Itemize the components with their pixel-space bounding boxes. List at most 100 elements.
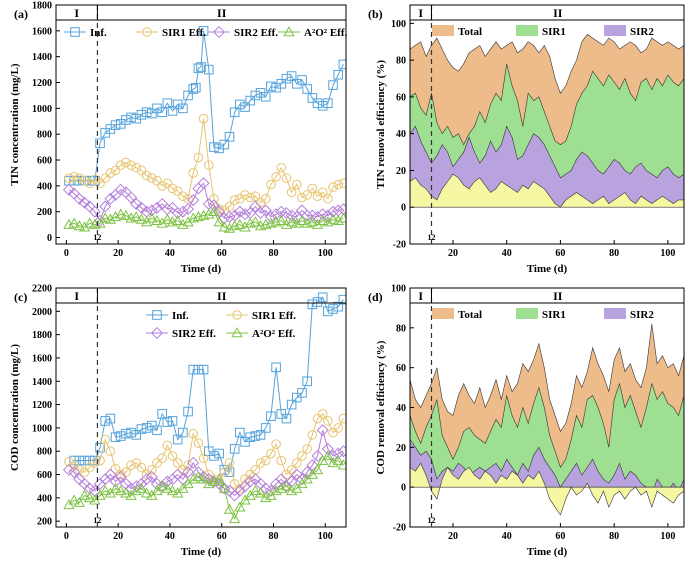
data-point-sir2-eff- <box>197 177 210 190</box>
data-point-inf- <box>79 455 90 466</box>
x-tick-label: 100 <box>318 248 333 259</box>
data-point-sir2-eff- <box>301 209 314 222</box>
data-point-inf- <box>198 26 209 36</box>
data-point-sir2-eff- <box>244 475 257 488</box>
data-point-a-o-eff- <box>99 212 111 223</box>
data-point-sir1-eff- <box>115 160 126 170</box>
x-tick-label: 0 <box>64 531 69 542</box>
data-point-sir1-eff- <box>126 460 136 471</box>
data-point-inf- <box>136 424 147 434</box>
data-point-sir1-eff- <box>302 444 312 454</box>
data-point-sir1-eff- <box>79 175 90 186</box>
data-point-inf- <box>115 431 126 441</box>
data-point-sir1-eff- <box>266 448 276 459</box>
y-tick-label: -20 <box>393 523 406 534</box>
data-point-inf- <box>121 428 131 439</box>
data-point-sir2-eff- <box>218 212 231 225</box>
data-point-inf- <box>157 409 167 419</box>
data-point-sir1-eff- <box>167 451 178 461</box>
y-tick-label: 200 <box>37 207 52 218</box>
data-point-sir1-eff- <box>95 178 105 189</box>
data-point-sir2-eff- <box>182 466 195 479</box>
data-point-inf- <box>297 75 307 85</box>
data-point-inf- <box>203 64 214 75</box>
data-point-a-o-eff- <box>213 473 225 484</box>
y-tick-label: 1400 <box>32 52 52 63</box>
legend-marker-sir1-eff- <box>232 310 242 320</box>
data-point-sir1-eff- <box>323 416 333 426</box>
data-point-inf- <box>188 84 199 94</box>
data-point-sir2-eff- <box>171 206 184 220</box>
data-point-sir1-eff- <box>317 187 328 198</box>
data-point-inf- <box>266 411 276 422</box>
legend-label-inf-: Inf. <box>90 27 107 39</box>
data-point-sir1-eff- <box>147 465 157 475</box>
panel-label: (d) <box>368 290 383 304</box>
data-point-a-o-eff- <box>203 478 215 489</box>
x-axis-label: Time (d) <box>181 263 222 275</box>
data-point-sir2-eff- <box>280 480 293 493</box>
data-point-a-o-eff- <box>104 213 117 224</box>
data-point-sir1-eff- <box>110 463 121 474</box>
data-point-sir1-eff- <box>286 187 297 198</box>
data-point-inf- <box>286 399 297 410</box>
data-point-sir1-eff- <box>307 430 318 440</box>
y-tick-label: 600 <box>37 156 52 167</box>
legend-label-total: Total <box>458 26 482 38</box>
data-point-inf- <box>121 115 131 125</box>
data-point-inf- <box>162 417 173 427</box>
data-point-inf- <box>214 448 224 459</box>
data-point-a-o-eff- <box>130 485 142 496</box>
data-point-a-o-eff- <box>192 471 205 482</box>
data-point-sir1-eff- <box>64 456 74 467</box>
x-tick-label: 40 <box>502 531 512 542</box>
data-point-inf- <box>141 423 152 433</box>
data-point-a-o-eff- <box>249 485 262 496</box>
data-point-sir2-eff- <box>156 480 169 493</box>
data-point-a-o-eff- <box>275 482 287 493</box>
data-point-inf- <box>250 431 261 441</box>
data-point-inf- <box>317 100 328 111</box>
data-point-inf- <box>286 71 297 81</box>
data-point-sir1-eff- <box>333 179 344 190</box>
data-point-inf- <box>229 107 240 118</box>
data-point-a-o-eff- <box>109 211 122 222</box>
data-point-sir1-eff- <box>136 462 147 473</box>
phase-label-i: I <box>74 6 79 20</box>
panel-label: (c) <box>14 290 27 304</box>
data-point-a-o-eff- <box>218 221 230 232</box>
data-point-a-o-eff- <box>317 214 329 226</box>
panel-a-tin-concentration: 12I II0 20 40 60 80 10002004006008001000120014… <box>9 1 348 276</box>
data-point-inf- <box>281 413 292 424</box>
data-point-inf- <box>193 364 204 375</box>
plot-frame <box>409 4 685 245</box>
data-point-sir1-eff- <box>172 458 183 468</box>
data-point-inf- <box>266 81 276 92</box>
y-tick-label: 0 <box>401 203 406 214</box>
data-point-sir1-eff- <box>110 165 121 176</box>
data-point-sir1-eff- <box>271 439 281 450</box>
y-tick-label: 100 <box>391 19 406 30</box>
phase-label-ii: II <box>217 289 227 303</box>
data-point-sir1-eff- <box>266 179 276 190</box>
x-tick-label: 100 <box>318 531 333 542</box>
data-point-sir1-eff- <box>271 172 281 182</box>
data-point-inf- <box>162 98 173 108</box>
y-tick-label: 1400 <box>32 377 52 388</box>
data-point-a-o-eff- <box>109 482 122 493</box>
data-point-sir2-eff- <box>166 473 179 486</box>
data-point-inf- <box>183 90 193 101</box>
data-point-sir1-eff- <box>74 173 85 183</box>
data-point-inf- <box>110 432 121 443</box>
data-point-inf- <box>245 95 255 106</box>
data-point-inf- <box>235 427 245 438</box>
data-point-sir1-eff- <box>307 183 318 194</box>
data-point-inf- <box>338 294 346 305</box>
data-point-a-o-eff- <box>280 218 293 229</box>
y-tick-label: 1600 <box>32 353 52 364</box>
y-tick-label: -20 <box>393 240 406 251</box>
legend-label-sir1-eff-: SIR1 Eff. <box>252 310 296 322</box>
series-line-inf- <box>68 30 344 182</box>
data-point-a-o-eff- <box>213 216 225 227</box>
panel-label: (a) <box>14 7 28 21</box>
